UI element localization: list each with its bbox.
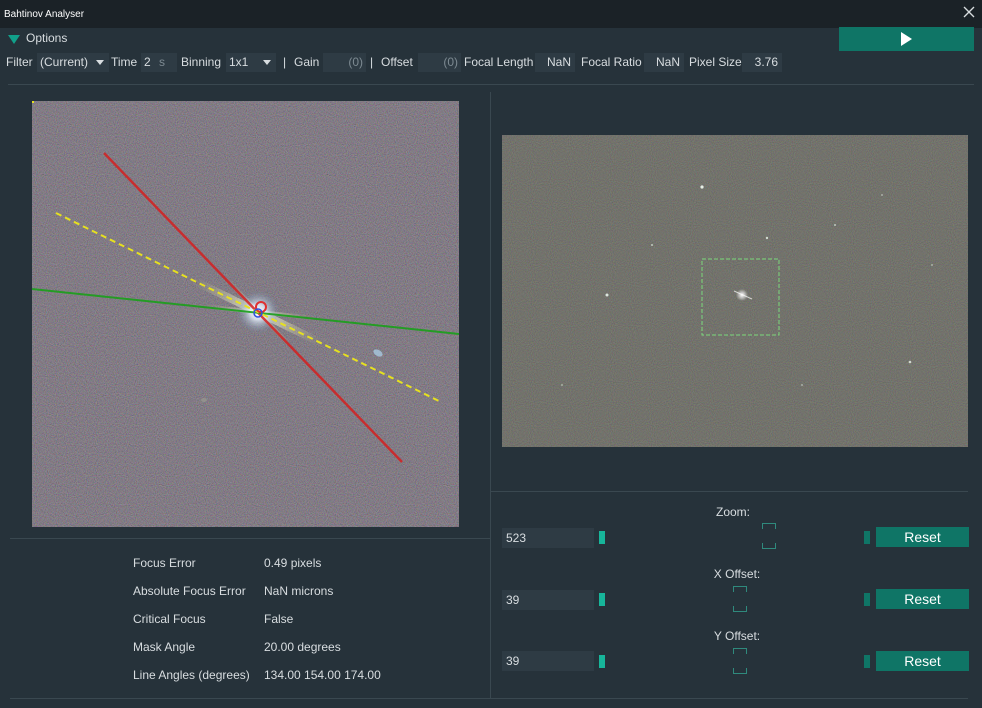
y-offset-spinner[interactable] xyxy=(733,648,747,674)
stat-value: NaN microns xyxy=(264,584,334,598)
time-unit: s xyxy=(159,55,165,69)
divider xyxy=(10,538,490,539)
zoom-slider-handle[interactable] xyxy=(599,531,605,544)
y-offset-value-field[interactable]: 39 xyxy=(502,651,594,671)
stat-label: Critical Focus xyxy=(133,612,206,626)
zoom-spinner[interactable] xyxy=(762,523,776,549)
divider xyxy=(10,698,968,699)
focal-ratio-label: Focal Ratio xyxy=(581,55,642,69)
filter-select-value: (Current) xyxy=(40,55,89,69)
options-expander[interactable]: Options xyxy=(8,30,67,46)
filter-label: Filter xyxy=(6,55,33,69)
pixel-size-input[interactable]: 3.76 xyxy=(742,53,782,72)
divider xyxy=(490,491,968,492)
x-offset-reset-button[interactable]: Reset xyxy=(876,589,969,609)
binning-select[interactable]: 1x1 xyxy=(226,53,276,72)
zoom-reset-button[interactable]: Reset xyxy=(876,527,969,547)
time-input[interactable]: 2 s xyxy=(141,53,177,72)
offset-label: Offset xyxy=(381,55,413,69)
zoom-label: Zoom: xyxy=(715,505,750,519)
title-bar: Bahtinov Analyser xyxy=(0,0,982,28)
zoom-slider-end[interactable] xyxy=(864,531,870,544)
focal-length-value: NaN xyxy=(546,55,571,69)
separator: | xyxy=(370,55,374,69)
divider xyxy=(490,92,491,698)
x-offset-label: X Offset: xyxy=(713,567,761,581)
x-offset-slider-end[interactable] xyxy=(864,593,870,606)
stat-value: False xyxy=(264,612,294,626)
y-offset-slider-end[interactable] xyxy=(864,655,870,668)
window-title: Bahtinov Analyser xyxy=(4,9,85,20)
focal-ratio-input[interactable]: NaN xyxy=(644,53,684,72)
y-offset-slider-handle[interactable] xyxy=(599,655,605,668)
separator: | xyxy=(283,55,287,69)
chevron-down-icon xyxy=(263,60,271,65)
close-icon[interactable] xyxy=(962,5,976,19)
stat-label: Absolute Focus Error xyxy=(133,584,246,598)
star-field-overlay xyxy=(502,135,968,447)
pixel-size-value: 3.76 xyxy=(754,55,778,69)
y-offset-label: Y Offset: xyxy=(713,629,761,643)
time-label: Time xyxy=(111,55,138,69)
chevron-down-icon xyxy=(96,60,104,65)
play-icon xyxy=(901,32,912,46)
stat-value: 134.00 154.00 174.00 xyxy=(264,668,381,682)
gain-value: (0) xyxy=(348,55,363,69)
gain-label: Gain xyxy=(294,55,320,69)
focal-length-input[interactable]: NaN xyxy=(535,53,575,72)
binning-select-value: 1x1 xyxy=(229,55,249,69)
stat-value: 20.00 degrees xyxy=(264,640,341,654)
settings-toolbar: Filter (Current) Time 2 s Binning 1x1 | … xyxy=(0,52,982,72)
x-offset-slider-handle[interactable] xyxy=(599,593,605,606)
x-offset-value-field[interactable]: 39 xyxy=(502,590,594,610)
star-field-image[interactable] xyxy=(502,135,968,447)
x-offset-spinner[interactable] xyxy=(733,586,747,612)
options-label: Options xyxy=(26,31,68,45)
offset-value: (0) xyxy=(443,55,458,69)
analysis-overlay xyxy=(32,101,459,527)
pixel-size-label: Pixel Size xyxy=(689,55,742,69)
binning-label: Binning xyxy=(181,55,222,69)
stat-value: 0.49 pixels xyxy=(264,556,322,570)
stat-label: Mask Angle xyxy=(133,640,196,654)
focal-length-label: Focal Length xyxy=(464,55,534,69)
bahtinov-analysis-image xyxy=(32,101,459,527)
filter-select[interactable]: (Current) xyxy=(37,53,109,72)
divider xyxy=(8,84,974,85)
gain-input[interactable]: (0) xyxy=(323,53,366,72)
selection-box[interactable] xyxy=(701,258,780,336)
expand-triangle-icon[interactable] xyxy=(8,34,20,44)
zoom-value-field[interactable]: 523 xyxy=(502,528,594,548)
start-button[interactable] xyxy=(839,27,974,51)
stat-label: Line Angles (degrees) xyxy=(133,668,250,682)
focal-ratio-value: NaN xyxy=(655,55,680,69)
y-offset-reset-button[interactable]: Reset xyxy=(876,651,969,671)
stat-label: Focus Error xyxy=(133,556,196,570)
offset-input[interactable]: (0) xyxy=(418,53,461,72)
time-value: 2 xyxy=(144,55,151,69)
